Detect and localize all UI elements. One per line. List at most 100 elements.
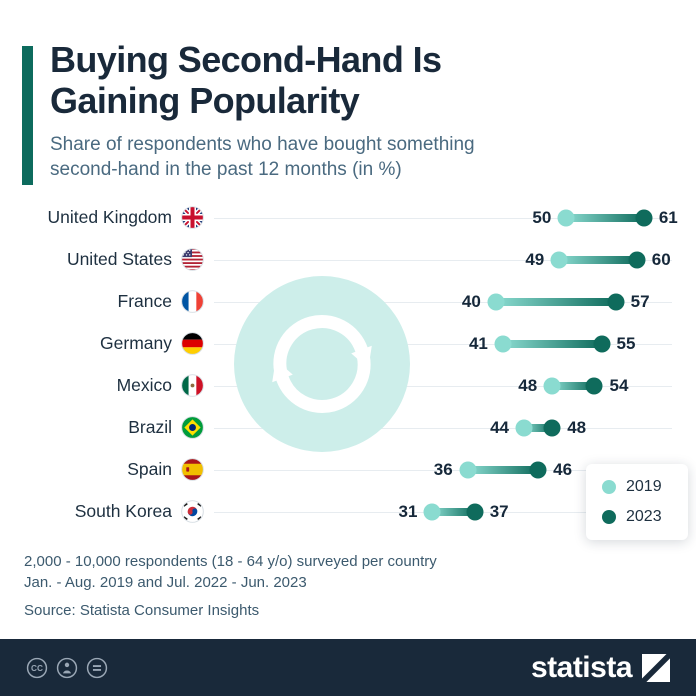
country-label: Germany (100, 333, 172, 353)
country-label: Brazil (128, 417, 172, 437)
row-gridline (214, 343, 672, 345)
row-track: 40 57 (214, 281, 672, 323)
chart-row: South Korea 31 37 (24, 491, 672, 533)
page-title: Buying Second-Hand Is Gaining Popularity (50, 39, 668, 121)
legend-dot-2019 (602, 480, 616, 494)
source-note: Source: Statista Consumer Insights (24, 601, 260, 619)
note-line-1: 2,000 - 10,000 respondents (18 - 64 y/o)… (24, 552, 437, 570)
survey-note: 2,000 - 10,000 respondents (18 - 64 y/o)… (24, 551, 672, 593)
dot-2019 (459, 461, 477, 478)
legend-item-2023: 2023 (602, 508, 672, 526)
dot-2023 (543, 419, 561, 436)
legend-label-2023: 2023 (626, 508, 662, 525)
value-2019: 36 (433, 459, 453, 479)
dumbbell-connector (559, 255, 637, 264)
country-label: United Kingdom (47, 207, 172, 227)
statista-logo[interactable]: statista (531, 651, 670, 685)
chart-row: Germany 41 55 (24, 323, 672, 365)
row-track: 36 46 (214, 449, 672, 491)
country-label: United States (66, 249, 172, 269)
country-label: Mexico (116, 375, 172, 395)
svg-text:CC: CC (31, 664, 43, 673)
value-2019: 40 (461, 291, 481, 311)
chart-row: Spain 36 46 (24, 449, 672, 491)
header: Buying Second-Hand Is Gaining Popularity … (0, 0, 696, 185)
value-2023: 46 (553, 459, 573, 479)
country-label: France (117, 291, 172, 311)
dot-2023 (628, 251, 646, 268)
dot-2023 (593, 335, 611, 352)
row-track: 41 55 (214, 323, 672, 365)
value-2019: 48 (518, 375, 538, 395)
title-line-1: Buying Second-Hand Is (50, 39, 442, 80)
row-track: 50 61 (214, 197, 678, 239)
attribution-person-icon[interactable] (56, 657, 78, 679)
dot-2019 (550, 251, 568, 268)
dot-2019 (423, 503, 441, 520)
dot-2023 (585, 377, 603, 394)
flag-mx-icon (181, 374, 204, 397)
value-2019: 44 (490, 417, 510, 437)
equal-icon[interactable] (86, 657, 108, 679)
subtitle-line-2: second-hand in the past 12 months (in %) (50, 159, 402, 181)
footer: 2,000 - 10,000 respondents (18 - 64 y/o)… (0, 551, 696, 619)
chart-row: Brazil 44 48 (24, 407, 672, 449)
statista-mark-icon (642, 653, 670, 682)
dot-2019 (557, 209, 575, 226)
statista-wordmark: statista (530, 650, 633, 684)
dumbbell-connector (502, 339, 602, 348)
cc-icon[interactable]: CC (26, 657, 48, 679)
chart-row: Mexico 48 54 (24, 365, 672, 407)
dot-2019 (543, 377, 561, 394)
accent-bar (22, 46, 33, 185)
chart-row: France 40 57 (24, 281, 672, 323)
flag-gb-icon (181, 206, 204, 229)
dot-2023 (635, 209, 653, 226)
chart-rows: United Kingdom 50 61 United States 49 60… (24, 197, 678, 533)
value-2023: 37 (489, 501, 509, 521)
flag-us-icon (181, 248, 204, 271)
flag-es-icon (181, 458, 204, 481)
value-2019: 49 (525, 249, 545, 269)
country-label: South Korea (74, 501, 172, 521)
legend: 2019 2023 (586, 464, 688, 540)
dumbbell-connector (552, 381, 595, 390)
value-2023: 55 (616, 333, 636, 353)
row-gridline (214, 469, 672, 471)
dumbbell-connector (432, 507, 475, 516)
title-line-2: Gaining Popularity (50, 79, 360, 121)
subtitle-line-1: Share of respondents who have bought som… (50, 134, 475, 156)
row-gridline (214, 217, 672, 219)
flag-br-icon (181, 416, 204, 439)
dot-2019 (487, 293, 505, 310)
dumbbell-connector (495, 297, 616, 306)
dumbbell-connector (524, 423, 553, 432)
legend-label-2019: 2019 (626, 478, 662, 495)
license-icons: CC (26, 657, 108, 679)
value-2023: 57 (630, 291, 650, 311)
value-2019: 41 (468, 333, 488, 353)
row-track: 44 48 (214, 407, 672, 449)
bottom-bar: CC statista (0, 639, 696, 696)
legend-dot-2023 (602, 510, 616, 524)
dot-2023 (529, 461, 547, 478)
flag-de-icon (181, 332, 204, 355)
flag-fr-icon (181, 290, 204, 313)
row-track: 49 60 (214, 239, 672, 281)
value-2023: 61 (658, 207, 678, 227)
dot-2019 (515, 419, 533, 436)
dot-2023 (607, 293, 625, 310)
flag-kr-icon (181, 500, 204, 523)
row-gridline (214, 385, 672, 387)
value-2023: 48 (567, 417, 587, 437)
note-line-2: Jan. - Aug. 2019 and Jul. 2022 - Jun. 20… (24, 573, 307, 591)
dumbbell-chart: United Kingdom 50 61 United States 49 60… (24, 197, 678, 533)
legend-item-2019: 2019 (602, 478, 672, 496)
chart-row: United States 49 60 (24, 239, 672, 281)
dumbbell-connector (467, 465, 539, 474)
chart-row: United Kingdom 50 61 (24, 197, 678, 239)
dot-2019 (494, 335, 512, 352)
row-track: 31 37 (214, 491, 672, 533)
value-2023: 54 (609, 375, 629, 395)
country-label: Spain (127, 459, 172, 479)
